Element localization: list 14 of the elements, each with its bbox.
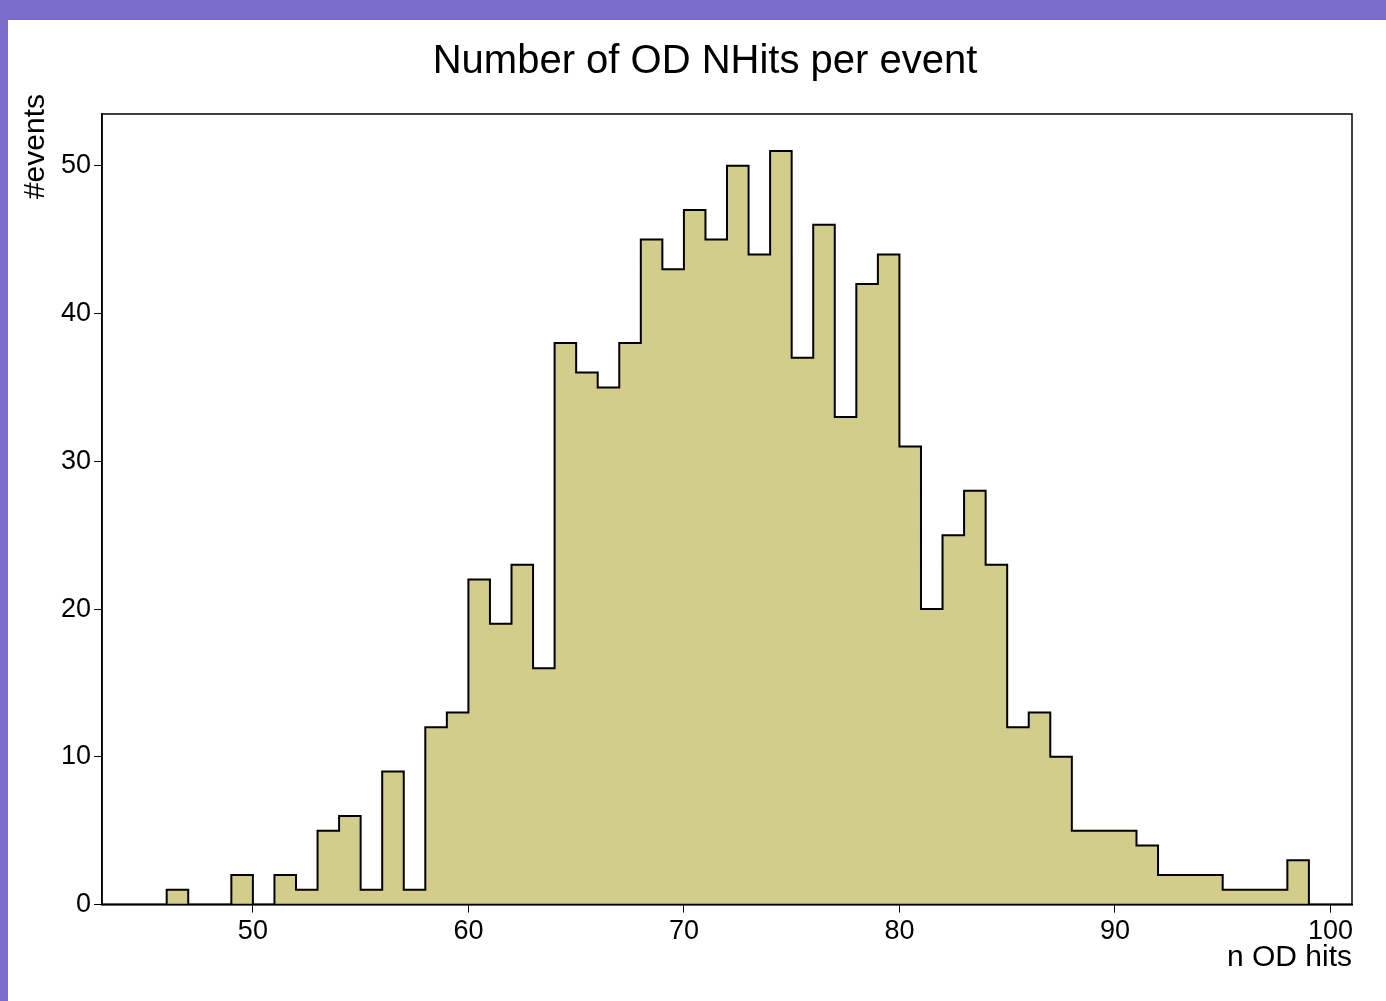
- x-tick-label: 80: [884, 915, 915, 946]
- y-tick-label: 20: [60, 592, 92, 623]
- x-axis-title: n OD hits: [1226, 938, 1352, 972]
- y-axis-title: #events: [17, 94, 51, 200]
- x-tick-label: 50: [237, 915, 268, 946]
- y-tick-label: 30: [60, 444, 92, 475]
- x-tick-label: 60: [453, 915, 484, 946]
- chart-title: Number of OD NHits per event: [432, 37, 978, 82]
- y-tick-label: 50: [60, 149, 92, 180]
- y-tick-label: 0: [76, 888, 92, 919]
- x-tick-label: 90: [1099, 915, 1130, 946]
- y-tick-label: 40: [60, 296, 92, 327]
- x-tick-label: 70: [668, 915, 699, 946]
- y-tick-label: 10: [60, 740, 92, 771]
